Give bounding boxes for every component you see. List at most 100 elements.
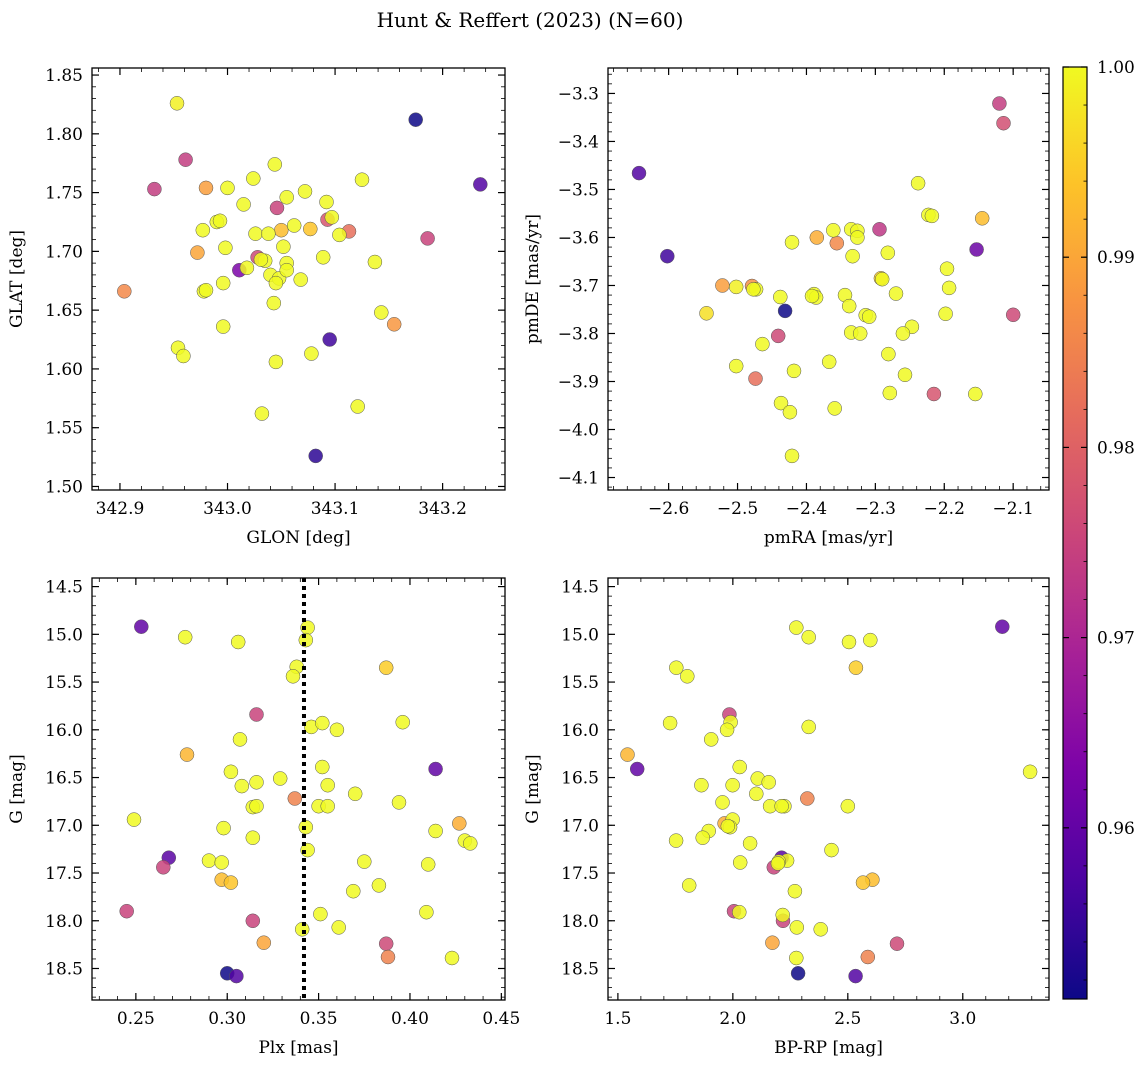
data-point xyxy=(315,715,330,731)
data-point xyxy=(391,795,407,810)
data-point xyxy=(631,165,647,181)
data-point xyxy=(882,385,898,401)
x-tick-label: 2.5 xyxy=(834,1009,861,1029)
axes-frame xyxy=(91,67,506,491)
data-point xyxy=(1005,307,1021,323)
y-tick-label: 15.5 xyxy=(45,673,83,693)
x-tick-label: 1.5 xyxy=(604,1009,631,1029)
panel-2: −2.6 −2.5 −2.4 −2.3 −2.2 −2.1 −4.1 −4.0 −3.9 −3.8… xyxy=(523,67,1050,548)
data-point xyxy=(371,878,387,893)
x-tick-label: 3.0 xyxy=(949,1009,976,1029)
data-point xyxy=(786,363,802,379)
y-tick-label: −4.0 xyxy=(558,421,599,441)
data-point xyxy=(895,326,911,341)
data-point xyxy=(287,791,303,806)
y-tick-label: 16.0 xyxy=(45,721,83,741)
data-point xyxy=(126,812,142,827)
data-point xyxy=(996,115,1011,131)
data-point xyxy=(267,157,283,172)
data-point xyxy=(313,906,328,922)
data-point xyxy=(804,288,820,304)
data-point xyxy=(223,875,239,890)
data-point xyxy=(214,855,229,870)
y-axis-label: pmDE [mas/yr] xyxy=(523,214,543,344)
x-tick-label: 2.0 xyxy=(719,1009,746,1029)
y-tick-label: 18.5 xyxy=(45,959,83,979)
data-point xyxy=(773,289,788,305)
y-tick-label: 15.0 xyxy=(45,625,83,645)
data-point xyxy=(728,358,744,374)
data-point xyxy=(774,798,789,814)
data-point xyxy=(790,966,806,981)
data-point xyxy=(801,719,816,735)
data-point xyxy=(234,778,250,794)
data-point xyxy=(669,660,684,675)
x-tick-label: 0.35 xyxy=(300,1009,338,1029)
colorbar-gradient xyxy=(1062,66,1088,1000)
data-point xyxy=(315,250,331,265)
data-point xyxy=(119,903,134,919)
data-point xyxy=(215,319,231,334)
data-point xyxy=(268,354,284,370)
data-point xyxy=(419,904,434,920)
data-point xyxy=(176,348,191,364)
data-point xyxy=(680,669,695,684)
scatter-panels: 342.9 343.0 343.1 343.2 1.50 1.55 1.60 1.65 1.70… xyxy=(7,66,1050,1058)
data-point xyxy=(789,620,804,635)
x-tick-label: 343.2 xyxy=(418,499,467,519)
data-point xyxy=(246,171,261,186)
y-tick-label: 1.55 xyxy=(45,419,83,439)
y-tick-label: 16.5 xyxy=(45,769,83,789)
y-tick-label: 1.60 xyxy=(45,360,83,380)
data-point xyxy=(220,180,235,196)
points-layer xyxy=(631,96,1021,464)
data-point xyxy=(824,842,839,858)
data-point xyxy=(728,279,744,295)
y-tick-label: 17.5 xyxy=(561,864,599,884)
data-point xyxy=(732,904,747,920)
x-tick-label: −2.3 xyxy=(855,499,896,519)
y-tick-label: −3.8 xyxy=(558,324,599,344)
data-point xyxy=(784,235,800,250)
colorbar-tick-label: 1.00 xyxy=(1097,58,1135,78)
data-point xyxy=(378,660,394,675)
data-point xyxy=(770,328,786,344)
data-point xyxy=(897,367,913,383)
x-tick-label: −2.5 xyxy=(717,499,758,519)
y-tick-label: 17.5 xyxy=(45,864,83,884)
data-point xyxy=(198,282,214,298)
data-point xyxy=(322,332,337,347)
data-point xyxy=(926,386,942,402)
data-point xyxy=(801,629,816,645)
data-point xyxy=(827,401,842,416)
data-point xyxy=(190,245,205,260)
data-point xyxy=(889,936,905,951)
data-point xyxy=(821,354,837,370)
figure-title: Hunt & Reffert (2023) (N=60) xyxy=(377,8,684,32)
data-point xyxy=(800,791,815,806)
data-point xyxy=(420,857,436,872)
data-point xyxy=(773,395,789,411)
y-tick-label: 16.0 xyxy=(561,721,599,741)
panel-4: 1.5 2.0 2.5 3.0 14.5 15.0 15.5 16.0 16.5 17.0 17.5… xyxy=(523,577,1050,1058)
data-point xyxy=(668,833,684,848)
data-point xyxy=(347,786,363,802)
data-point xyxy=(319,194,334,210)
data-point xyxy=(695,830,710,845)
data-point xyxy=(249,775,264,790)
data-point xyxy=(201,853,217,868)
data-point xyxy=(215,275,231,291)
data-point xyxy=(719,722,735,738)
data-point xyxy=(230,634,246,650)
x-tick-label: 0.40 xyxy=(391,1009,429,1029)
data-point xyxy=(629,761,645,777)
axes-frame xyxy=(607,577,1050,1001)
data-point xyxy=(395,714,410,730)
data-point xyxy=(177,629,193,645)
data-point xyxy=(620,747,635,762)
data-point xyxy=(212,213,228,229)
data-point xyxy=(346,883,361,899)
x-tick-label: 343.0 xyxy=(203,499,252,519)
data-point xyxy=(863,632,878,648)
